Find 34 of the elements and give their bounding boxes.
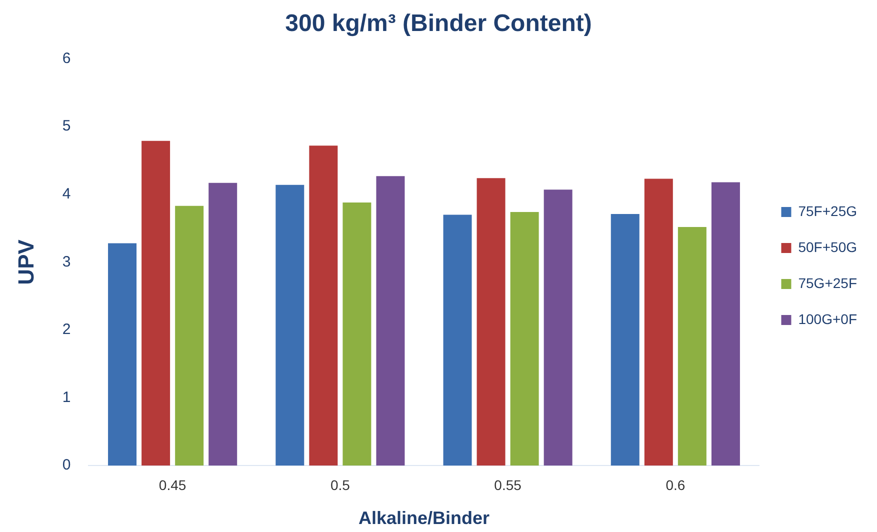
bar xyxy=(544,190,572,466)
bar xyxy=(142,140,170,466)
y-tick-label: 3 xyxy=(62,253,71,270)
x-tick-label: 0.45 xyxy=(158,476,186,493)
chart-title: 300 kg/m³ (Binder Content) xyxy=(285,10,592,38)
bar xyxy=(342,202,372,466)
y-tick-label: 5 xyxy=(62,118,71,135)
bar xyxy=(208,182,238,466)
x-tick-label: 0.6 xyxy=(666,476,686,493)
y-tick-label: 6 xyxy=(62,50,71,67)
bar xyxy=(376,176,405,466)
bar xyxy=(510,212,539,466)
y-tick-label: 0 xyxy=(62,456,71,474)
bar xyxy=(309,146,338,466)
bar xyxy=(175,206,204,466)
x-tick-label: 0.55 xyxy=(494,476,522,493)
legend-label: 50F+50G xyxy=(798,238,858,255)
bar xyxy=(644,178,673,466)
x-axis-title: Alkaline/Binder xyxy=(358,508,490,528)
bar xyxy=(476,178,506,466)
bar xyxy=(678,226,706,466)
bar xyxy=(610,214,640,466)
y-tick-label: 1 xyxy=(62,388,71,406)
bar xyxy=(276,184,304,466)
y-axis-title: UPV xyxy=(13,239,38,285)
bar xyxy=(108,243,137,466)
x-tick-label: 0.5 xyxy=(330,476,350,493)
y-tick-label: 2 xyxy=(62,321,71,338)
legend-label: 100G+0F xyxy=(798,310,858,327)
bar xyxy=(443,214,472,466)
legend-label: 75F+25G xyxy=(798,202,858,219)
bar xyxy=(711,182,740,466)
y-tick-label: 4 xyxy=(62,186,71,203)
legend-label: 75G+25F xyxy=(798,274,858,291)
